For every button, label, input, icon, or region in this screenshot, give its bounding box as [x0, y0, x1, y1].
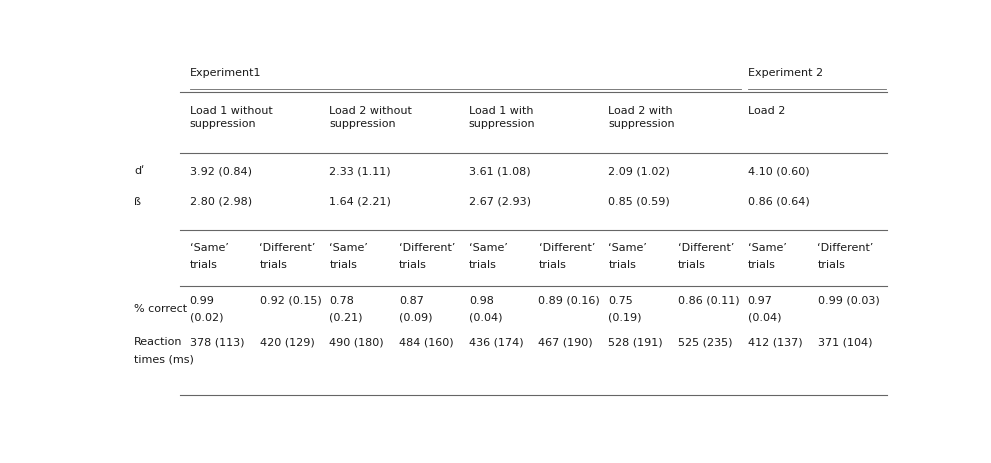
Text: Load 2: Load 2	[748, 106, 785, 115]
Text: 436 (174): 436 (174)	[469, 337, 523, 346]
Text: 0.85 (0.59): 0.85 (0.59)	[608, 197, 670, 206]
Text: (0.19): (0.19)	[608, 312, 642, 322]
Text: ‘Different’: ‘Different’	[399, 243, 456, 253]
Text: trials: trials	[538, 260, 567, 269]
Text: 412 (137): 412 (137)	[748, 337, 803, 346]
Text: trials: trials	[818, 260, 845, 269]
Text: 0.98: 0.98	[469, 295, 494, 305]
Text: Experiment1: Experiment1	[189, 68, 262, 77]
Text: Experiment 2: Experiment 2	[748, 68, 823, 77]
Text: (0.04): (0.04)	[469, 312, 502, 322]
Text: 484 (160): 484 (160)	[399, 337, 454, 346]
Text: 2.09 (1.02): 2.09 (1.02)	[608, 166, 670, 176]
Text: trials: trials	[260, 260, 287, 269]
Text: Load 1 without
suppression: Load 1 without suppression	[189, 106, 273, 128]
Text: 378 (113): 378 (113)	[189, 337, 244, 346]
Text: 2.33 (1.11): 2.33 (1.11)	[329, 166, 390, 176]
Text: ‘Different’: ‘Different’	[678, 243, 734, 253]
Text: 3.61 (1.08): 3.61 (1.08)	[469, 166, 530, 176]
Text: trials: trials	[748, 260, 776, 269]
Text: ‘Same’: ‘Same’	[469, 243, 507, 253]
Text: trials: trials	[189, 260, 218, 269]
Text: times (ms): times (ms)	[134, 354, 194, 364]
Text: trials: trials	[469, 260, 496, 269]
Text: 4.10 (0.60): 4.10 (0.60)	[748, 166, 810, 176]
Text: Load 1 with
suppression: Load 1 with suppression	[469, 106, 535, 128]
Text: dʹ: dʹ	[134, 166, 145, 176]
Text: (0.04): (0.04)	[748, 312, 781, 322]
Text: 467 (190): 467 (190)	[538, 337, 594, 346]
Text: 2.80 (2.98): 2.80 (2.98)	[189, 197, 252, 206]
Text: 528 (191): 528 (191)	[608, 337, 663, 346]
Text: ‘Same’: ‘Same’	[189, 243, 229, 253]
Text: Load 2 with
suppression: Load 2 with suppression	[608, 106, 675, 128]
Text: 525 (235): 525 (235)	[678, 337, 732, 346]
Text: 0.78: 0.78	[329, 295, 354, 305]
Text: 0.92 (0.15): 0.92 (0.15)	[260, 295, 321, 305]
Text: 0.89 (0.16): 0.89 (0.16)	[538, 295, 601, 305]
Text: trials: trials	[399, 260, 427, 269]
Text: ‘Different’: ‘Different’	[538, 243, 595, 253]
Text: 0.87: 0.87	[399, 295, 424, 305]
Text: Load 2 without
suppression: Load 2 without suppression	[329, 106, 412, 128]
Text: ‘Different’: ‘Different’	[260, 243, 316, 253]
Text: (0.02): (0.02)	[189, 312, 223, 322]
Text: ß: ß	[134, 197, 141, 206]
Text: 0.75: 0.75	[608, 295, 633, 305]
Text: 0.99 (0.03): 0.99 (0.03)	[818, 295, 879, 305]
Text: ‘Different’: ‘Different’	[818, 243, 874, 253]
Text: trials: trials	[608, 260, 636, 269]
Text: 3.92 (0.84): 3.92 (0.84)	[189, 166, 252, 176]
Text: ‘Same’: ‘Same’	[748, 243, 787, 253]
Text: ‘Same’: ‘Same’	[329, 243, 368, 253]
Text: 490 (180): 490 (180)	[329, 337, 384, 346]
Text: 1.64 (2.21): 1.64 (2.21)	[329, 197, 391, 206]
Text: trials: trials	[678, 260, 706, 269]
Text: 0.99: 0.99	[189, 295, 215, 305]
Text: ‘Same’: ‘Same’	[608, 243, 647, 253]
Text: 0.86 (0.11): 0.86 (0.11)	[678, 295, 739, 305]
Text: 0.86 (0.64): 0.86 (0.64)	[748, 197, 810, 206]
Text: (0.09): (0.09)	[399, 312, 432, 322]
Text: 0.97: 0.97	[748, 295, 773, 305]
Text: 371 (104): 371 (104)	[818, 337, 872, 346]
Text: 420 (129): 420 (129)	[260, 337, 314, 346]
Text: 2.67 (2.93): 2.67 (2.93)	[469, 197, 531, 206]
Text: Reaction: Reaction	[134, 337, 182, 346]
Text: trials: trials	[329, 260, 357, 269]
Text: % correct: % correct	[134, 303, 187, 313]
Text: (0.21): (0.21)	[329, 312, 363, 322]
